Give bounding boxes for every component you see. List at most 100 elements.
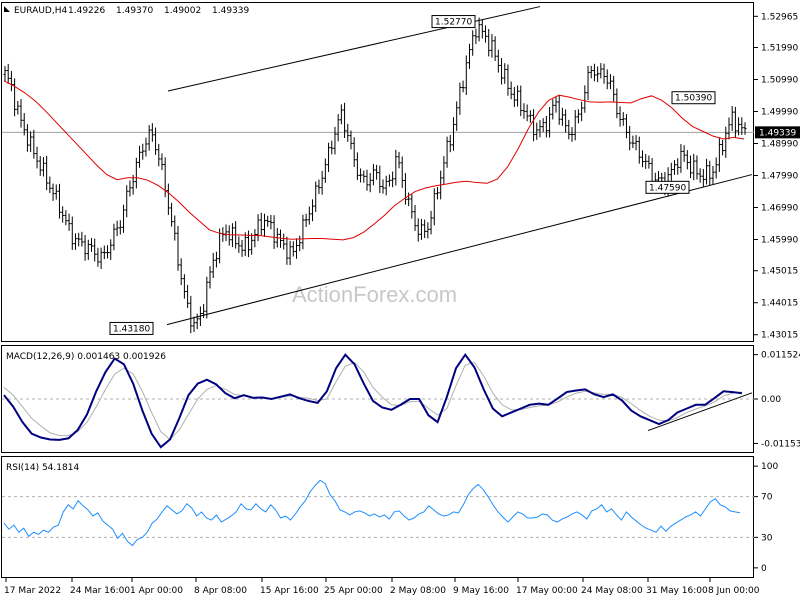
ohlc-bar — [503, 63, 507, 84]
ohlc-bar — [397, 151, 401, 169]
ohlc-bar — [109, 239, 113, 260]
ohlc-bar — [586, 65, 590, 101]
ohlc-bar — [307, 206, 311, 225]
ohlc-bar — [509, 81, 513, 100]
ohlc-bar — [455, 101, 459, 131]
ohlc-bar — [224, 224, 228, 242]
ohlc-bar — [711, 165, 715, 185]
ohlc-bar — [387, 174, 391, 187]
ohlc-bar — [362, 170, 366, 183]
ohlc-bar — [144, 137, 148, 157]
ohlc-bar — [464, 55, 468, 95]
ohlc-bar — [141, 143, 145, 160]
price-panel-frame — [1, 2, 754, 342]
ohlc-bar — [743, 122, 747, 135]
price-tick-label: 1.48990 — [761, 140, 798, 150]
ohlc-bar — [525, 104, 529, 122]
ohlc-bar — [407, 192, 411, 207]
ohlc-bar — [96, 247, 100, 267]
price-tick-label: 1.52965 — [761, 12, 798, 22]
ohlc-bar — [589, 65, 593, 79]
price-tick-label: 1.43015 — [761, 331, 798, 341]
ohlc-bar — [474, 28, 478, 45]
ohlc-bar — [16, 100, 20, 115]
ohlc-bar — [484, 25, 488, 43]
ohlc-bar — [57, 183, 61, 219]
ohlc-bar — [535, 122, 539, 140]
ohlc-bar — [250, 233, 254, 255]
ohlc-bar — [349, 130, 353, 150]
ohlc-bar — [679, 144, 683, 173]
ohlc-bar — [419, 218, 423, 240]
ohlc-bar — [500, 58, 504, 85]
price-tick-label: 1.44015 — [761, 299, 798, 309]
ohlc-bar — [259, 212, 263, 236]
time-tick-label: 8 Jun 00:00 — [708, 586, 760, 596]
ohlc-bar — [727, 117, 731, 140]
ohlc-bar — [246, 230, 250, 258]
ohlc-bar — [410, 194, 414, 219]
ohlc-bar — [173, 215, 177, 241]
ohlc-bar — [227, 225, 231, 246]
ohlc-open: 1.49226 — [68, 6, 105, 16]
time-tick-label: 15 Apr 16:00 — [260, 586, 319, 596]
ohlc-bar — [179, 258, 183, 286]
current-price-label-text: 1.49339 — [759, 128, 796, 138]
ohlc-bar — [637, 136, 641, 164]
ohlc-bar — [83, 235, 87, 261]
ohlc-bar — [41, 157, 45, 177]
ohlc-bar — [285, 236, 289, 265]
ohlc-bar — [471, 30, 475, 56]
ohlc-bar — [211, 252, 215, 279]
ohlc-bar — [615, 88, 619, 119]
ohlc-bar — [647, 155, 651, 169]
ohlc-bar — [134, 157, 138, 189]
price-annotation: 1.52770 — [431, 15, 476, 29]
ohlc-bar — [544, 115, 548, 138]
ohlc-bar — [381, 179, 385, 194]
ohlc-bar — [442, 156, 446, 185]
ohlc-bar — [269, 215, 273, 230]
ohlc-bar — [480, 19, 484, 39]
collapse-arrow-icon[interactable] — [4, 6, 10, 12]
ohlc-bar — [432, 188, 436, 226]
ohlc-bar — [682, 145, 686, 162]
ohlc-low: 1.49002 — [164, 6, 201, 16]
ohlc-bar — [602, 63, 606, 84]
ohlc-bar — [573, 109, 577, 141]
macd-main-line — [3, 352, 743, 449]
ohlc-bar — [468, 43, 472, 69]
ohlc-close: 1.49339 — [212, 6, 249, 16]
ohlc-bar — [339, 104, 343, 125]
ohlc-bar — [599, 63, 603, 79]
ohlc-bar — [608, 74, 612, 90]
ohlc-bar — [724, 126, 728, 158]
ohlc-bar — [189, 295, 193, 334]
ohlc-bar — [701, 168, 705, 187]
time-tick-label: 31 May 16:00 — [646, 586, 708, 596]
ohlc-bar — [106, 245, 110, 259]
time-tick-label: 25 Apr 00:00 — [324, 586, 383, 596]
ohlc-bar — [343, 102, 347, 139]
ohlc-bar — [48, 176, 52, 194]
ohlc-bar — [548, 106, 552, 138]
ohlc-bar — [182, 274, 186, 299]
ohlc-bar — [541, 118, 545, 133]
ohlc-bar — [400, 156, 404, 188]
ohlc-bar — [29, 131, 33, 153]
ohlc-bar — [266, 215, 270, 227]
ohlc-high: 1.49370 — [116, 6, 153, 16]
time-tick-label: 24 May 08:00 — [581, 586, 643, 596]
ohlc-bar — [93, 238, 97, 262]
ohlc-bar — [631, 135, 635, 149]
ohlc-bar — [311, 199, 315, 222]
time-tick-label: 17 May 00:00 — [516, 586, 578, 596]
svg-text:1.47590: 1.47590 — [649, 183, 686, 193]
ohlc-bar — [22, 113, 26, 136]
ohlc-bar — [714, 157, 718, 179]
price-title: EURAUD,H4 1.49226 1.49370 1.49002 1.4933… — [4, 6, 249, 16]
ohlc-bar — [461, 80, 465, 93]
rsi-tick-label: 100 — [761, 462, 778, 472]
ohlc-bar — [73, 233, 77, 250]
